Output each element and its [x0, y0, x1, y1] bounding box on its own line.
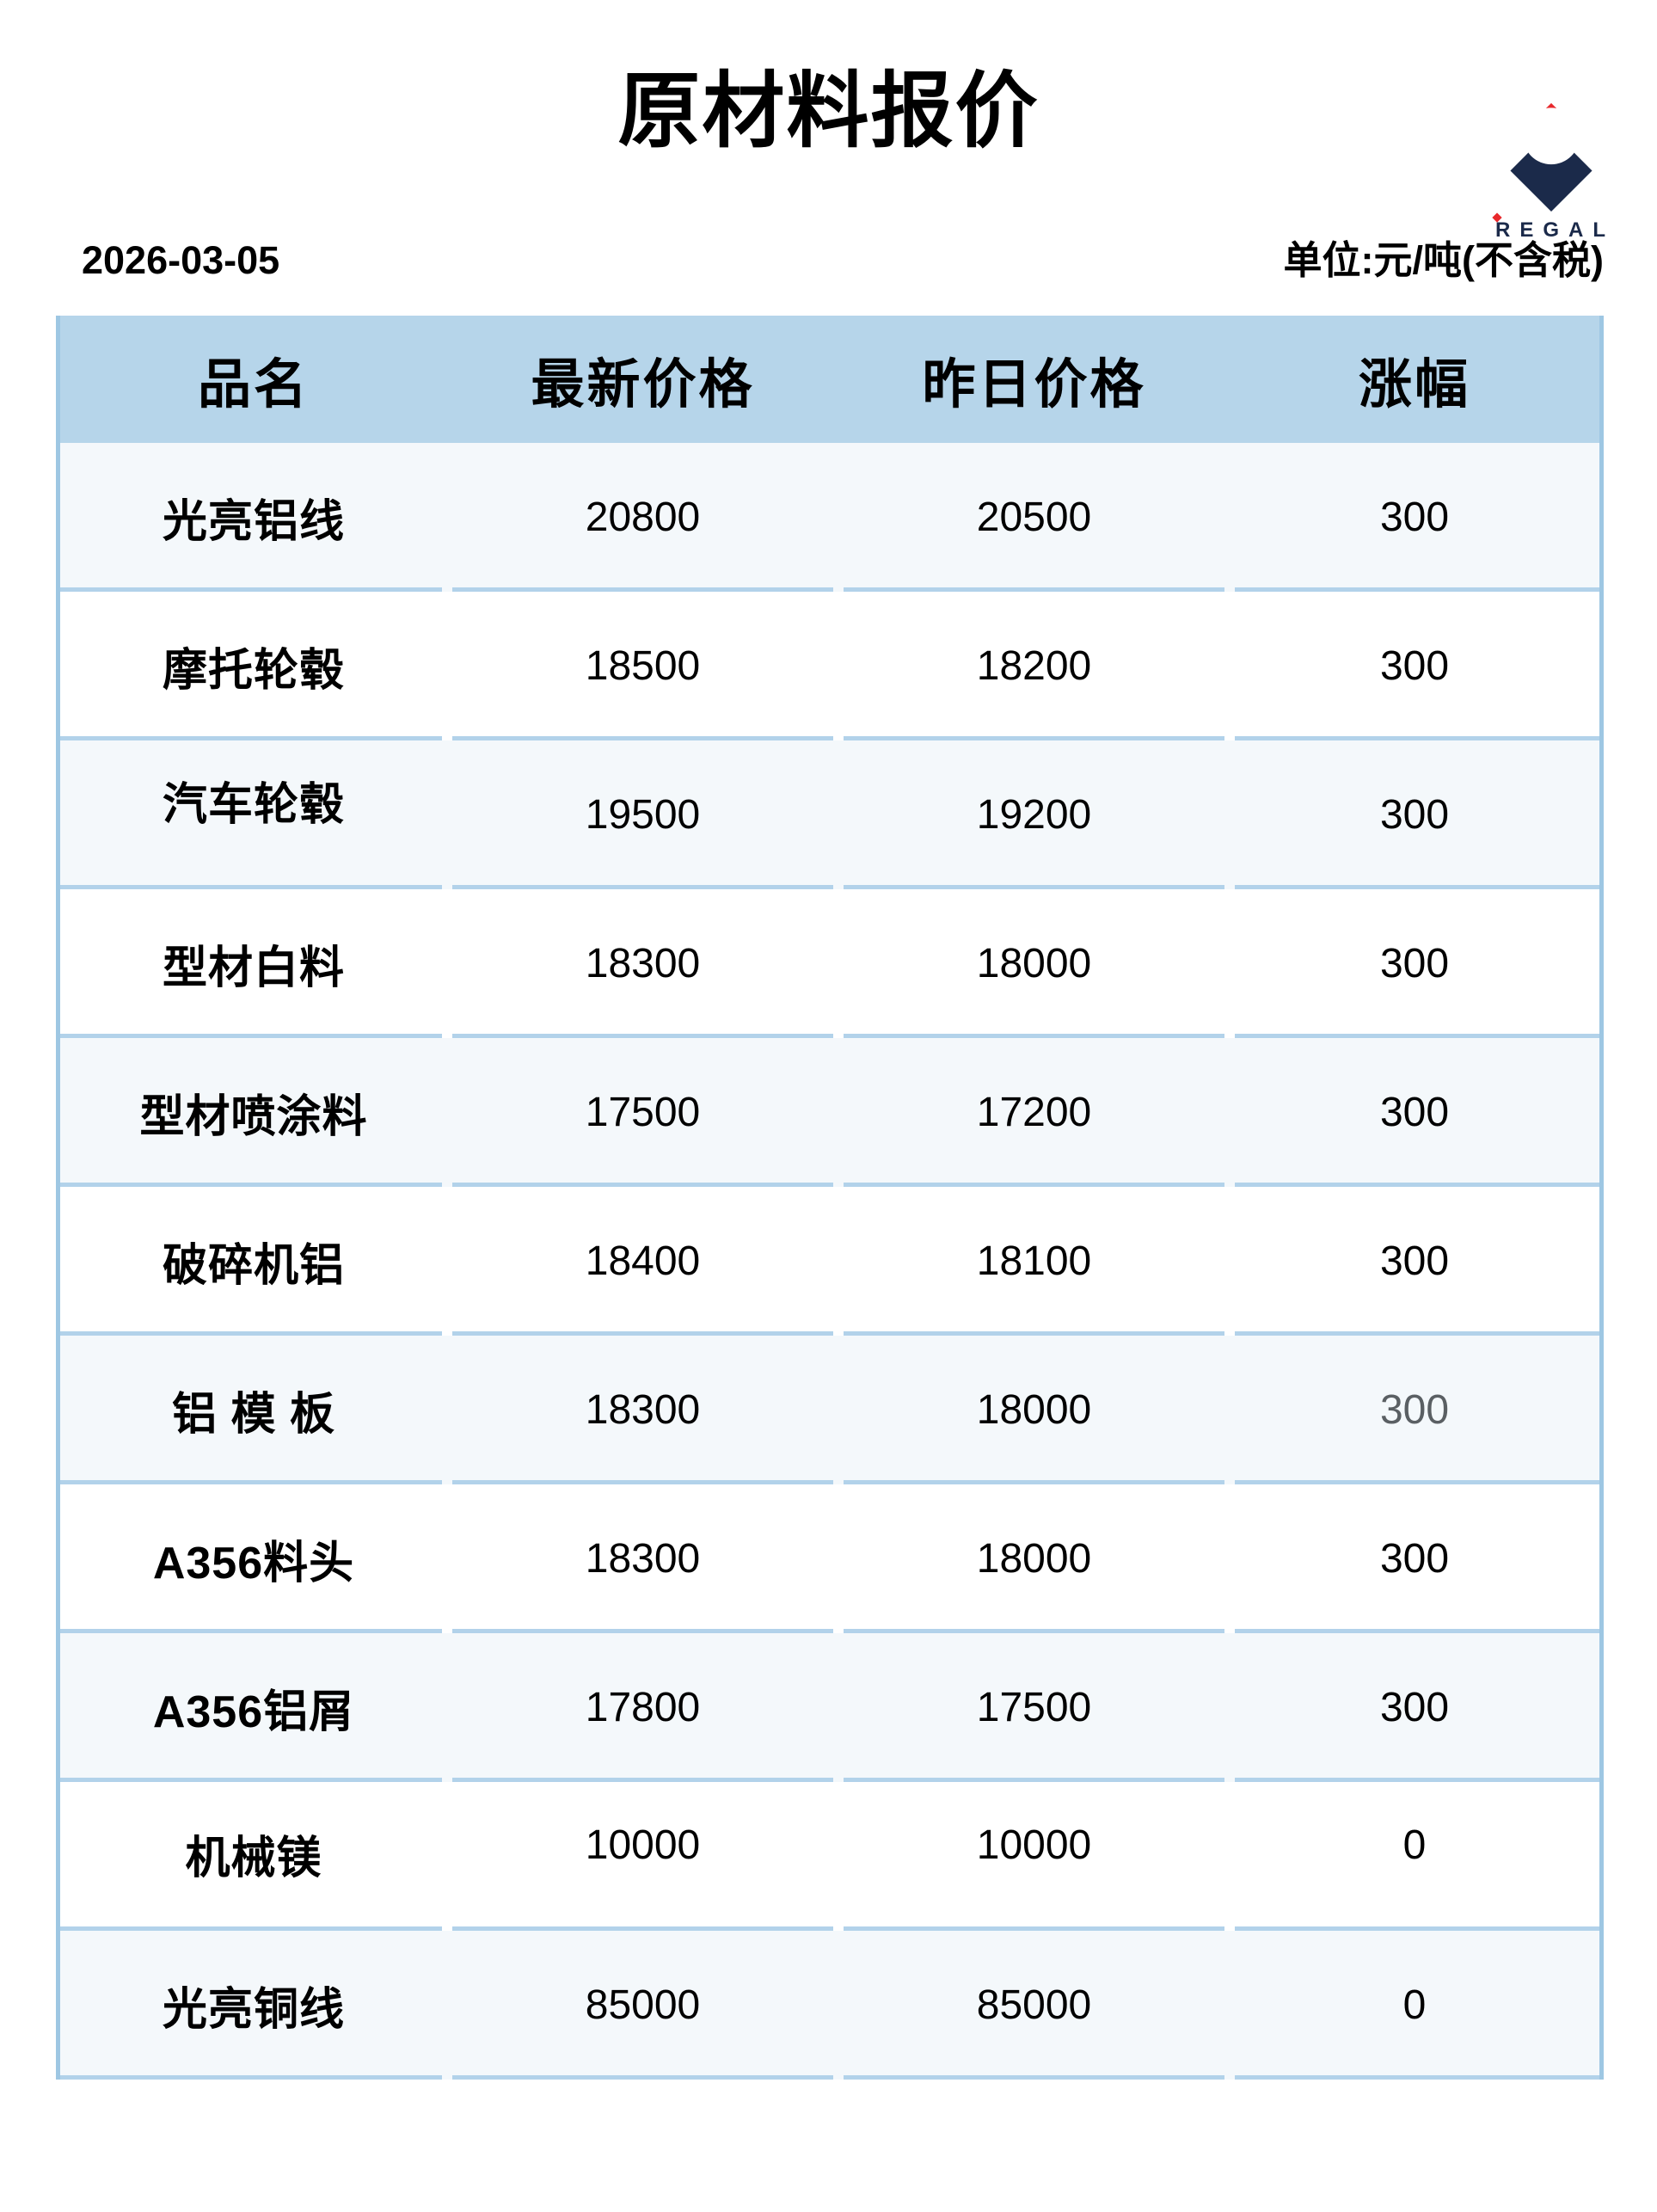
product-name: 摩托轮毂 — [60, 592, 447, 741]
yesterday-price: 17500 — [838, 1633, 1230, 1783]
latest-price: 18300 — [447, 1336, 838, 1485]
table-body: 光亮铝线 20800 20500 300 摩托轮毂 18500 18200 30… — [60, 443, 1599, 2080]
yesterday-price: 85000 — [838, 1931, 1230, 2080]
yesterday-price: 18000 — [838, 889, 1230, 1039]
yesterday-price: 10000 — [838, 1782, 1230, 1932]
yesterday-price: 18000 — [838, 1484, 1230, 1634]
latest-price: 18300 — [447, 1484, 838, 1634]
unit-note: 单位:元/吨(不含税) — [1283, 237, 1604, 282]
price-change: 0 — [1230, 1782, 1599, 1932]
latest-price: 19500 — [447, 740, 838, 890]
column-header-change: 涨幅 — [1358, 355, 1470, 415]
product-name: 型材白料 — [60, 889, 447, 1039]
logo-brand-text: REGAL — [1495, 218, 1615, 242]
yesterday-price: 18000 — [838, 1336, 1230, 1485]
price-change: 300 — [1230, 1336, 1599, 1485]
product-name: 光亮铝线 — [60, 443, 447, 593]
product-name: 汽车轮毂 — [60, 740, 447, 890]
table-row: 机械镁 10000 10000 0 — [60, 1782, 1599, 1932]
table-header-row: 品名 最新价格 昨日价格 涨幅 — [60, 316, 1599, 444]
latest-price: 18500 — [447, 592, 838, 741]
price-change: 300 — [1230, 1633, 1599, 1783]
yesterday-price: 17200 — [838, 1038, 1230, 1188]
product-name: 型材喷涂料 — [60, 1038, 447, 1188]
table-row: 摩托轮毂 18500 18200 300 — [60, 592, 1599, 741]
yesterday-price: 20500 — [838, 443, 1230, 593]
table-row: 汽车轮毂 19500 19200 300 — [60, 740, 1599, 890]
product-name: 破碎机铝 — [60, 1187, 447, 1336]
latest-price: 18400 — [447, 1187, 838, 1336]
logo-mark-icon — [1510, 102, 1593, 212]
page-title: 原材料报价 — [617, 65, 1040, 157]
table-row: A356料头 18300 18000 300 — [60, 1484, 1599, 1634]
price-change: 300 — [1230, 1038, 1599, 1188]
price-change: 300 — [1230, 1484, 1599, 1634]
latest-price: 85000 — [447, 1931, 838, 2080]
column-header-yesterday: 昨日价格 — [922, 355, 1146, 415]
product-name: 铝 模 板 — [60, 1336, 447, 1485]
table-row: 型材喷涂料 17500 17200 300 — [60, 1038, 1599, 1188]
yesterday-price: 19200 — [838, 740, 1230, 890]
logo-circle-cutout — [1523, 108, 1580, 165]
table-row: 铝 模 板 18300 18000 300 — [60, 1336, 1599, 1485]
latest-price: 17500 — [447, 1038, 838, 1188]
column-header-latest: 最新价格 — [531, 355, 755, 415]
quote-date: 2026-03-05 — [82, 237, 280, 282]
company-logo: REGAL — [1494, 101, 1609, 243]
table-row: 光亮铜线 85000 85000 0 — [60, 1931, 1599, 2080]
table-row: 型材白料 18300 18000 300 — [60, 889, 1599, 1039]
table-row: A356铝屑 17800 17500 300 — [60, 1633, 1599, 1783]
price-change: 0 — [1230, 1931, 1599, 2080]
table-row: 破碎机铝 18400 18100 300 — [60, 1187, 1599, 1336]
latest-price: 17800 — [447, 1633, 838, 1783]
product-name: 光亮铜线 — [60, 1931, 447, 2080]
latest-price: 10000 — [447, 1782, 838, 1932]
product-name: A356料头 — [60, 1484, 447, 1634]
price-change: 300 — [1230, 740, 1599, 890]
latest-price: 18300 — [447, 889, 838, 1039]
yesterday-price: 18100 — [838, 1187, 1230, 1336]
price-change: 300 — [1230, 592, 1599, 741]
price-change: 300 — [1230, 443, 1599, 593]
product-name: A356铝屑 — [60, 1633, 447, 1783]
latest-price: 20800 — [447, 443, 838, 593]
price-table: 品名 最新价格 昨日价格 涨幅 光亮铝线 20800 20500 300 摩托轮… — [56, 316, 1604, 2080]
meta-row: 2026-03-05 单位:元/吨(不含税) — [82, 239, 1604, 282]
table-row: 光亮铝线 20800 20500 300 — [60, 443, 1599, 593]
product-name: 机械镁 — [60, 1782, 447, 1932]
price-change: 300 — [1230, 889, 1599, 1039]
column-header-product: 品名 — [197, 355, 310, 415]
yesterday-price: 18200 — [838, 592, 1230, 741]
price-change: 300 — [1230, 1187, 1599, 1336]
